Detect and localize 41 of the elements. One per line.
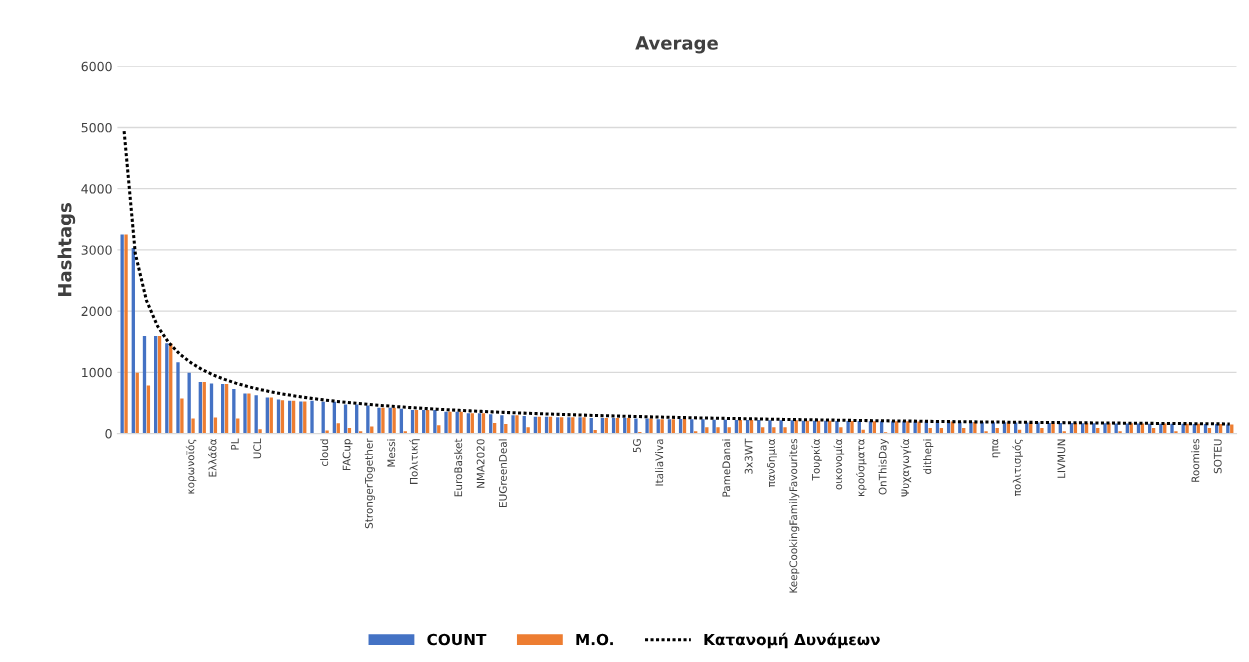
x-tick-label: Τουρκία [811,438,822,481]
y-tick-label: 4000 [81,184,112,194]
x-tick-label: cloud [320,439,329,467]
x-tick-label: KeepCookingFamilyFavourites [789,438,800,593]
x-tick-label: πανδημια [767,438,777,488]
x-tick-label: FACup [342,439,353,470]
x-tick-label: SOTEU [1213,439,1222,474]
x-tick-label: StrongerTogether [364,438,375,529]
x-tick-label: 3x3WT [744,438,753,474]
x-tick-label: LIVMUN [1057,439,1066,478]
x-tick-label: Messi [387,439,396,467]
x-tick-label: NMA2020 [476,439,485,488]
x-tick-label: κρούσματα [855,438,867,496]
x-tick-label: UCL [253,438,262,459]
x-tick-label: πολιτισμός [1012,439,1023,496]
x-tick-label: EuroBasket [454,438,463,497]
x-tick-label: PL [231,438,239,450]
x-tick-label: Πολιτική [409,439,420,484]
y-tick-label: 6000 [81,61,112,72]
x-tick-label: PameDanai [722,439,731,497]
x-tick-label: κορωνοϊός [185,439,197,494]
y-tick-label: 3000 [81,245,112,255]
x-tick-label: ItaliaViva [655,439,664,486]
x-tick-label: ηπα [992,438,1001,458]
y-tick-label: 2000 [81,306,112,317]
y-tick-label: 1000 [82,367,112,378]
chart-title: Average [635,36,718,54]
y-axis-title: Hashtags [57,203,76,296]
x-tick-label: EUGreenDeal [498,439,507,507]
legend-label: Κατανομή Δυνάμεων [704,632,880,649]
x-tick-label: Ψυχαγωγία [900,438,912,497]
x-tick-label: Ελλάδα [208,438,217,477]
x-tick-label: οικονομία [833,438,845,490]
legend-label: COUNT [427,633,487,646]
legend-label: M.O. [576,633,613,646]
x-tick-label: Roomies [1191,438,1200,482]
x-tick-label: OnThisDay [878,438,889,495]
y-tick-label: 5000 [81,122,112,133]
x-tick-label: 5G [633,439,641,453]
x-tick-label: dithepi [923,439,934,474]
y-tick-label: 0 [105,429,112,439]
